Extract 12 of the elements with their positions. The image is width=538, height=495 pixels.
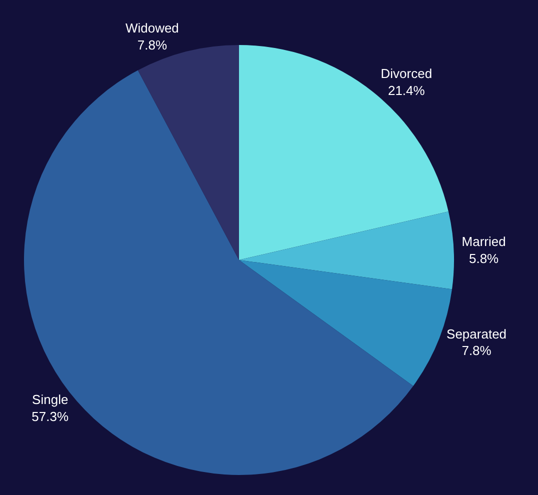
data-label: 57.3% [32, 409, 69, 424]
data-label: 5.8% [468, 251, 500, 266]
data-label: 7.8% [462, 343, 492, 358]
data-label: 7.8% [137, 37, 168, 52]
pie-slice [239, 45, 448, 260]
data-label: 21.4% [388, 82, 426, 98]
slice-label: Single [32, 392, 68, 408]
pie-slice [239, 212, 454, 290]
slice-label: Divorced [380, 66, 432, 81]
slice-label: Widowed [125, 20, 179, 36]
slice-label: Separated [446, 326, 507, 342]
slice-label: Married [462, 234, 506, 250]
